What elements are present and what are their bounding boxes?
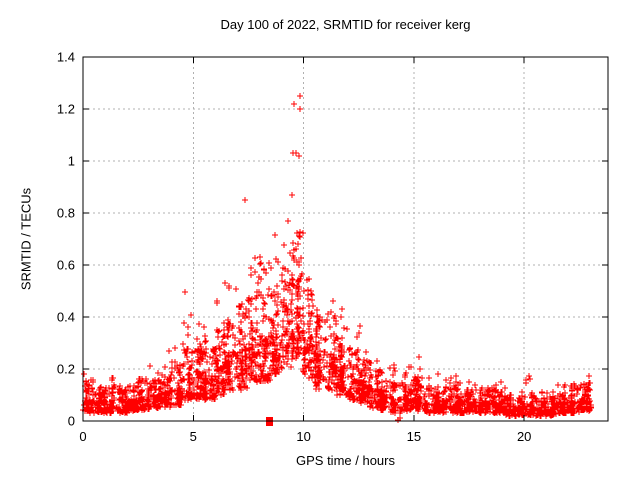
tick-labels: 0 0.2 0.4 0.6 0.8 1 1.2 1.4 0 5 10 15 20 — [57, 50, 531, 445]
x-tick-label: 15 — [407, 429, 421, 444]
plot-border — [82, 56, 609, 422]
y-tick-label: 0 — [68, 414, 75, 429]
y-tick-label: 0.2 — [57, 362, 75, 377]
y-tick-label: 1.2 — [57, 102, 75, 117]
chart-title: Day 100 of 2022, SRMTID for receiver ker… — [220, 17, 471, 32]
x-axis-label: GPS time / hours — [296, 453, 395, 468]
x-tick-label: 5 — [190, 429, 197, 444]
plot-border-and-ticks — [82, 56, 609, 422]
y-tick-label: 0.4 — [57, 310, 75, 325]
scatter-series — [80, 93, 594, 426]
scatter-points-path — [80, 93, 594, 423]
x-tick-label: 0 — [79, 429, 86, 444]
gridlines — [83, 57, 608, 421]
y-tick-label: 1 — [68, 154, 75, 169]
y-tick-label: 0.6 — [57, 258, 75, 273]
y-tick-label: 0.8 — [57, 206, 75, 221]
x-tick-label: 20 — [517, 429, 531, 444]
x-tick-label: 10 — [296, 429, 310, 444]
y-tick-label: 1.4 — [57, 50, 75, 65]
